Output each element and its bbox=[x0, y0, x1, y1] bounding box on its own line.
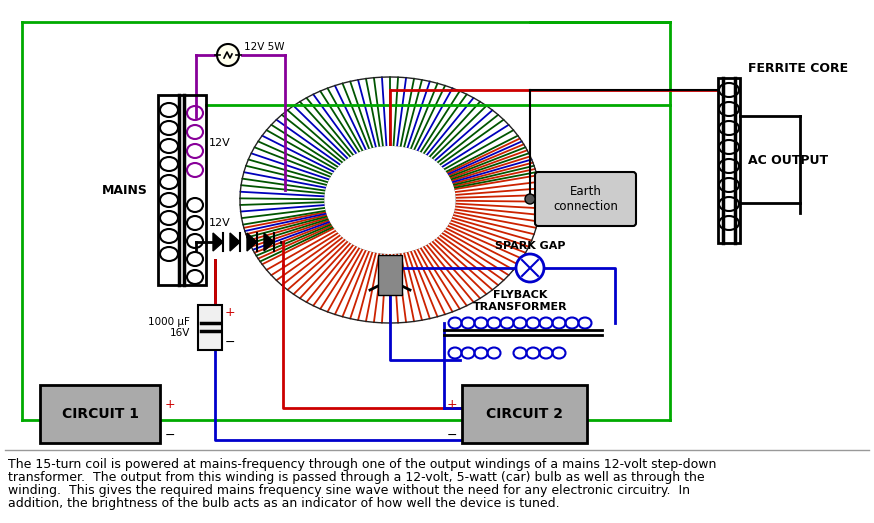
Bar bbox=[462, 385, 587, 443]
Circle shape bbox=[525, 194, 535, 204]
Polygon shape bbox=[264, 233, 274, 251]
Bar bbox=[378, 255, 402, 295]
Text: CIRCUIT 1: CIRCUIT 1 bbox=[61, 407, 138, 421]
Text: transformer.  The output from this winding is passed through a 12-volt, 5-watt (: transformer. The output from this windin… bbox=[8, 471, 704, 484]
Text: −: − bbox=[447, 428, 457, 441]
Text: TRANSFORMER: TRANSFORMER bbox=[473, 302, 567, 312]
Text: SPARK GAP: SPARK GAP bbox=[495, 241, 565, 251]
Text: 12V 5W: 12V 5W bbox=[244, 42, 285, 52]
Text: +: + bbox=[447, 397, 458, 411]
Text: MAINS: MAINS bbox=[102, 184, 148, 197]
Text: winding.  This gives the required mains frequency sine wave without the need for: winding. This gives the required mains f… bbox=[8, 484, 690, 497]
Text: addition, the brightness of the bulb acts as an indicator of how well the device: addition, the brightness of the bulb act… bbox=[8, 497, 559, 510]
Text: FERRITE CORE: FERRITE CORE bbox=[748, 62, 848, 74]
Text: AC OUTPUT: AC OUTPUT bbox=[748, 153, 829, 166]
Text: +: + bbox=[165, 397, 176, 411]
Text: 1000 μF
16V: 1000 μF 16V bbox=[148, 317, 190, 338]
Text: 12V: 12V bbox=[209, 138, 231, 148]
Bar bbox=[158, 95, 206, 285]
Polygon shape bbox=[230, 233, 240, 251]
Bar bbox=[718, 78, 740, 243]
Text: FLYBACK: FLYBACK bbox=[493, 290, 547, 300]
Circle shape bbox=[217, 44, 239, 66]
Polygon shape bbox=[325, 146, 455, 253]
Bar bbox=[40, 385, 160, 443]
Polygon shape bbox=[247, 233, 257, 251]
Text: Earth
connection: Earth connection bbox=[553, 185, 618, 213]
Polygon shape bbox=[213, 233, 223, 251]
Text: −: − bbox=[225, 335, 235, 348]
Text: −: − bbox=[165, 428, 176, 441]
Bar bbox=[198, 305, 222, 350]
FancyBboxPatch shape bbox=[535, 172, 636, 226]
Text: The 15-turn coil is powered at mains-frequency through one of the output winding: The 15-turn coil is powered at mains-fre… bbox=[8, 458, 717, 471]
Text: CIRCUIT 2: CIRCUIT 2 bbox=[486, 407, 563, 421]
Circle shape bbox=[516, 254, 544, 282]
Text: +: + bbox=[225, 306, 236, 320]
Text: 12V: 12V bbox=[209, 218, 231, 228]
